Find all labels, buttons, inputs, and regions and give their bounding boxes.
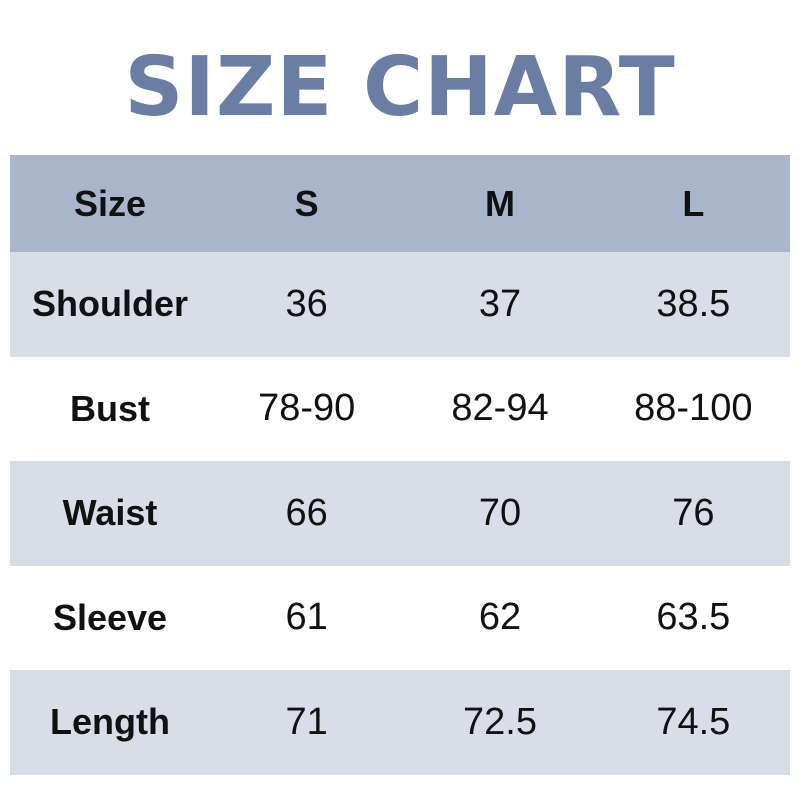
table-cell: 76 xyxy=(596,461,790,566)
header-cell: M xyxy=(403,155,597,252)
table-cell: 82-94 xyxy=(451,387,549,430)
row-label: Waist xyxy=(10,461,210,566)
header-cell: S xyxy=(210,155,404,252)
table-cell: 74.5 xyxy=(596,670,790,775)
row-label: Shoulder xyxy=(10,252,210,357)
table-cell: 36 xyxy=(210,252,404,357)
table-cell: 71 xyxy=(210,670,404,775)
table-cell: 38.5 xyxy=(596,252,790,357)
table-row: Shoulder 36 37 38.5 xyxy=(10,252,790,357)
row-label: Bust xyxy=(70,387,150,429)
table-cell: 63.5 xyxy=(656,596,731,639)
row-label: Length xyxy=(10,670,210,775)
table-row: Waist 66 70 76 xyxy=(10,461,790,566)
table-cell: 70 xyxy=(403,461,597,566)
table-row: Bust 78-90 82-94 88-100 xyxy=(10,357,790,462)
table-row: Length 71 72.5 74.5 xyxy=(10,670,790,775)
table-cell: 88-100 xyxy=(634,387,753,430)
table-cell: 78-90 xyxy=(258,387,356,430)
table-cell: 72.5 xyxy=(403,670,597,775)
header-cell: L xyxy=(596,155,790,252)
table-row: Sleeve 61 62 63.5 xyxy=(10,566,790,671)
table-cell: 37 xyxy=(403,252,597,357)
header-cell: Size xyxy=(10,155,210,252)
size-table: Size S M L Shoulder 36 37 38.5 Bust 78-9… xyxy=(10,155,790,775)
page-title: SIZE CHART xyxy=(124,40,676,135)
table-cell: 66 xyxy=(210,461,404,566)
row-label: Sleeve xyxy=(52,596,168,638)
table-cell: 61 xyxy=(285,596,328,639)
table-cell: 62 xyxy=(478,596,522,639)
table-header-row: Size S M L xyxy=(10,155,790,252)
